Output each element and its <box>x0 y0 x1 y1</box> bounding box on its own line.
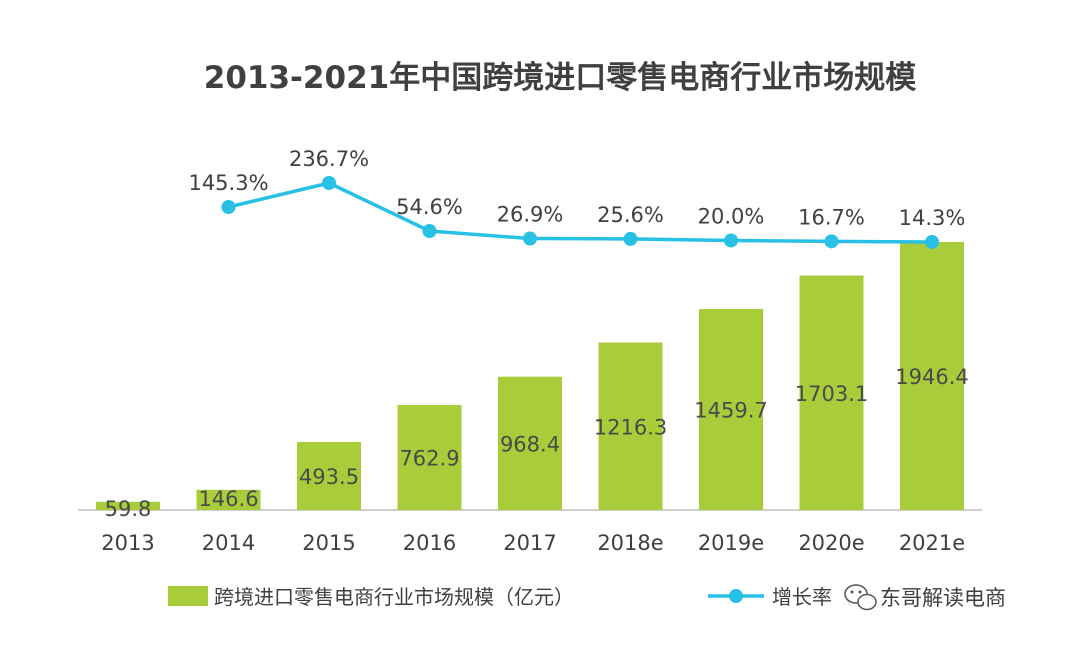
growth-value-label: 26.9% <box>497 203 564 227</box>
x-tick-label: 2013 <box>101 531 154 555</box>
bar-value-label: 146.6 <box>198 487 258 511</box>
bar-value-label: 762.9 <box>399 446 459 470</box>
growth-point-2021e <box>925 235 939 249</box>
bar-2020e <box>799 275 864 510</box>
bar-value-label: 1216.3 <box>594 415 667 439</box>
x-tick-labels: 2013 2014 2015 2016 2017 2018e 2019e 2020e 2021e <box>101 531 965 555</box>
bar-value-label: 59.8 <box>105 497 152 521</box>
growth-value-label: 145.3% <box>188 171 268 195</box>
growth-point-2019e <box>724 233 738 248</box>
growth-point-2014 <box>221 200 236 214</box>
growth-value-label: 236.7% <box>289 147 369 171</box>
bar-2013 <box>96 501 160 510</box>
growth-value-label: 25.6% <box>597 203 664 227</box>
growth-point-2016 <box>422 224 437 238</box>
bar-value-label: 1703.1 <box>795 382 868 406</box>
x-tick-label: 2019e <box>698 531 764 555</box>
bar-2016 <box>397 404 462 510</box>
bar-2019e <box>699 309 763 510</box>
watermark: 东哥解读电商 <box>838 582 1050 612</box>
x-tick-label: 2018e <box>597 531 663 555</box>
x-tick-label: 2017 <box>503 531 556 555</box>
growth-point-2015 <box>322 176 336 190</box>
growth-rate-line <box>228 181 933 244</box>
x-tick-label: 2020e <box>798 531 864 555</box>
legend: 跨境进口零售电商行业市场规模（亿元） 增长率（% <box>168 585 871 609</box>
bar-2021e <box>900 242 964 510</box>
bar-2015 <box>297 442 361 510</box>
x-tick-label: 2016 <box>403 531 456 555</box>
legend-bar-label: 跨境进口零售电商行业市场规模（亿元） <box>214 585 574 609</box>
watermark-text: 东哥解读电商 <box>880 586 1006 610</box>
chart-title: 2013-2021年中国跨境进口零售电商行业市场规模 <box>204 60 916 96</box>
growth-point-2020e <box>824 234 839 249</box>
bar-value-label: 493.5 <box>299 465 359 489</box>
legend-bar-swatch <box>168 586 208 606</box>
growth-value-label: 20.0% <box>698 204 765 228</box>
growth-labels-group: 145.3% 236.7% 54.6% 26.9% 25.6% 20.0% 16.7% 14.… <box>188 147 965 230</box>
bar-2014 <box>196 489 261 510</box>
growth-value-label: 16.7% <box>798 205 865 229</box>
bar-2017 <box>498 376 562 510</box>
growth-point-2018e <box>623 231 638 246</box>
growth-value-label: 14.3% <box>899 206 966 230</box>
x-tick-label: 2021e <box>899 531 965 555</box>
growth-points-group <box>221 176 939 249</box>
wechat-icon <box>844 584 877 611</box>
x-tick-label: 2014 <box>202 531 255 555</box>
bars-group <box>96 242 964 510</box>
bar-value-label: 1459.7 <box>694 399 767 423</box>
growth-point-2017 <box>523 231 537 246</box>
bar-value-label: 1946.4 <box>895 365 968 389</box>
bar-labels-group: 59.8 146.6 493.5 762.9 968.4 1216.3 1459.7 1703… <box>105 365 969 521</box>
bar-2018e <box>598 342 663 510</box>
x-tick-label: 2015 <box>302 531 355 555</box>
legend-line-dot <box>729 589 743 603</box>
bar-value-label: 968.4 <box>500 432 560 456</box>
growth-value-label: 54.6% <box>396 195 463 219</box>
